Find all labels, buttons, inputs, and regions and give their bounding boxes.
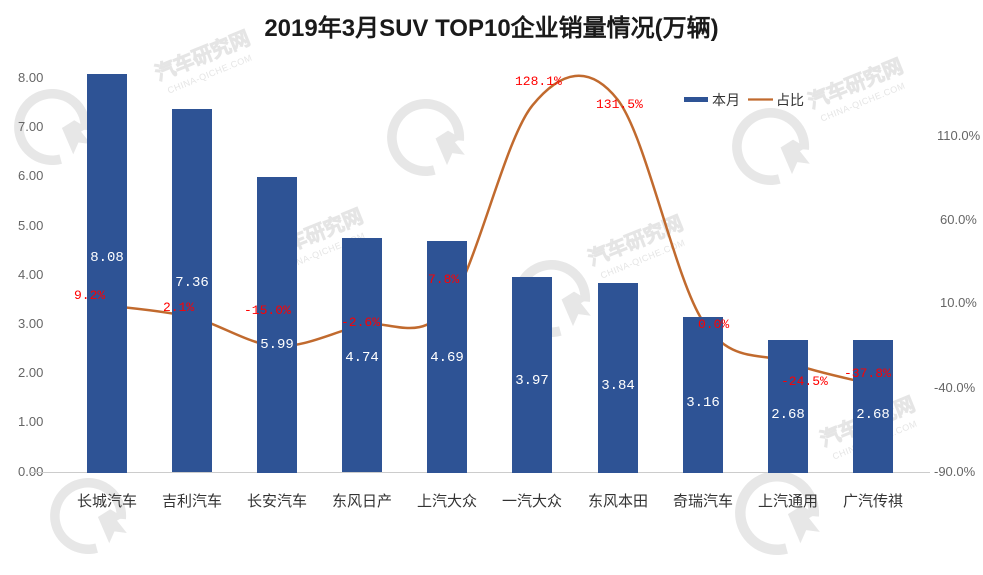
- svg-text:本月: 本月: [712, 92, 740, 108]
- svg-text:占比: 占比: [776, 92, 804, 108]
